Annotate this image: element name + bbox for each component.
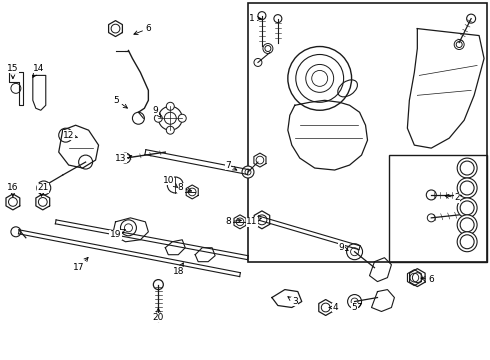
Text: 17: 17	[73, 257, 88, 272]
Text: 4: 4	[329, 303, 339, 312]
Circle shape	[460, 161, 474, 175]
Text: 3: 3	[288, 297, 298, 306]
Circle shape	[132, 112, 145, 124]
Text: 11: 11	[246, 217, 261, 226]
Circle shape	[164, 112, 176, 124]
Text: 15: 15	[7, 64, 19, 79]
Circle shape	[265, 45, 271, 51]
Circle shape	[166, 126, 174, 134]
Text: 14: 14	[33, 64, 45, 77]
Circle shape	[457, 232, 477, 252]
Circle shape	[258, 12, 266, 20]
Text: 18: 18	[172, 263, 184, 276]
Text: 13: 13	[115, 154, 132, 163]
Text: 6: 6	[421, 275, 434, 284]
Text: 8: 8	[225, 217, 241, 226]
Text: 5: 5	[352, 303, 361, 312]
Circle shape	[263, 44, 273, 54]
Circle shape	[460, 201, 474, 215]
Bar	[248, 3, 487, 262]
Circle shape	[460, 235, 474, 249]
Circle shape	[124, 224, 132, 232]
Circle shape	[306, 64, 334, 92]
Text: 10: 10	[163, 176, 177, 188]
Circle shape	[312, 71, 328, 86]
Circle shape	[153, 280, 163, 289]
Text: 7: 7	[225, 161, 237, 170]
Circle shape	[296, 54, 343, 102]
Circle shape	[457, 158, 477, 178]
Circle shape	[166, 102, 174, 110]
Circle shape	[11, 227, 21, 237]
Text: 19: 19	[110, 230, 125, 239]
Bar	[390, 155, 487, 262]
Circle shape	[346, 244, 363, 260]
Circle shape	[242, 166, 254, 178]
Circle shape	[154, 114, 162, 122]
Circle shape	[460, 181, 474, 195]
Circle shape	[426, 190, 436, 200]
Circle shape	[254, 58, 262, 67]
Text: 9: 9	[152, 106, 161, 117]
Circle shape	[121, 220, 136, 236]
Circle shape	[457, 198, 477, 218]
Circle shape	[427, 214, 435, 222]
Circle shape	[466, 14, 476, 23]
Text: 6: 6	[134, 24, 151, 35]
Circle shape	[121, 153, 130, 163]
Circle shape	[457, 178, 477, 198]
Text: 5: 5	[114, 96, 127, 108]
Circle shape	[40, 184, 48, 192]
Circle shape	[59, 128, 73, 142]
Circle shape	[245, 169, 251, 175]
Text: 21: 21	[37, 184, 49, 196]
Text: 2: 2	[445, 193, 460, 202]
Text: 16: 16	[7, 184, 19, 196]
Circle shape	[167, 177, 183, 193]
Text: 12: 12	[63, 131, 77, 140]
Circle shape	[288, 46, 352, 110]
Circle shape	[37, 181, 51, 195]
Circle shape	[178, 114, 186, 122]
Circle shape	[347, 294, 362, 309]
Circle shape	[460, 218, 474, 232]
Circle shape	[457, 215, 477, 235]
Circle shape	[11, 84, 21, 93]
Circle shape	[274, 15, 282, 23]
Text: 9: 9	[339, 243, 348, 252]
Circle shape	[350, 248, 359, 256]
Circle shape	[454, 40, 464, 50]
Text: 8: 8	[177, 184, 192, 193]
Circle shape	[78, 155, 93, 169]
Text: 20: 20	[153, 308, 164, 322]
Circle shape	[158, 106, 182, 130]
Circle shape	[351, 298, 358, 305]
Circle shape	[456, 41, 462, 48]
Text: 1: 1	[249, 14, 261, 23]
